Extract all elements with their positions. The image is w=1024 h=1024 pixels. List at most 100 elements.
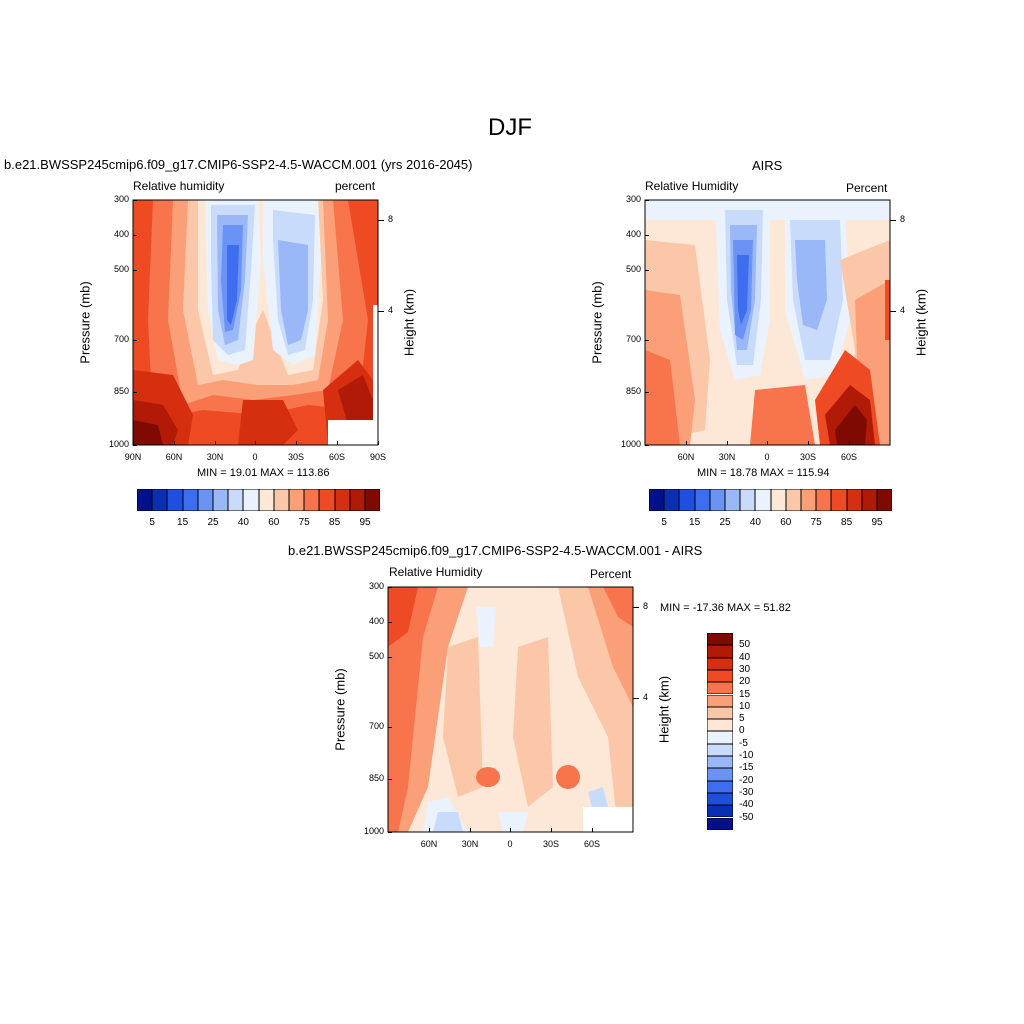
- panel2-colorbar-label: 25: [719, 517, 731, 528]
- panel1-colorbar-box: [228, 489, 244, 511]
- panel2-colorbar-box: [649, 489, 665, 511]
- panel1-ytick-mark: [133, 235, 137, 236]
- panel2-colorbar-label: 95: [871, 517, 883, 528]
- panel1-ytick-label: 700: [113, 334, 129, 344]
- panel2-left-label: Relative Humidity: [645, 179, 739, 193]
- panel3-ytick-label: 1000: [363, 826, 384, 836]
- panel1-ytick-label: 850: [113, 386, 129, 396]
- panel3-colorbar-label: -10: [739, 750, 754, 761]
- panel3-colorbar-label: 15: [739, 688, 751, 700]
- panel1-xtick-mark: [174, 441, 175, 445]
- panel3-xtick-mark: [592, 828, 593, 832]
- panel2-xtick-mark: [727, 441, 728, 445]
- panel1-ytick-mark: [133, 392, 137, 393]
- panel2-right-label: Percent: [846, 181, 888, 195]
- panel3-ytick-mark: [388, 832, 392, 833]
- panel3-colorbar-label: 50: [739, 639, 751, 651]
- panel3-colorbar-label: 0: [739, 725, 745, 737]
- panel2-colorbar-box: [725, 489, 741, 511]
- panel3-ylabel-right: Height (km): [656, 675, 672, 744]
- panel3-ytick-label: 850: [368, 773, 384, 783]
- panel3-plot: [387, 586, 634, 833]
- panel1-xtick-label: 30S: [287, 452, 304, 462]
- panel3-colorbar-box: [707, 682, 733, 695]
- panel1-colorbar-label: 5: [149, 517, 155, 528]
- panel3-colorbar-label: -15: [739, 762, 754, 774]
- panel1-height-tick-mark: [378, 220, 384, 221]
- panel2-stats: MIN = 18.78 MAX = 115.94: [697, 467, 830, 479]
- panel3-xtick-mark: [470, 828, 471, 832]
- panel3-right-label: Percent: [590, 567, 632, 581]
- panel3-colorbar-box: [707, 805, 733, 818]
- panel2-xtick-label: 30S: [799, 452, 816, 462]
- panel2-xtick-label: 0: [764, 452, 770, 462]
- panel2-colorbar-box: [755, 489, 771, 511]
- panel3-ytick-mark: [388, 657, 392, 658]
- panel3-ytick-mark: [388, 587, 392, 588]
- panel1-colorbar-label: 75: [298, 517, 310, 528]
- panel1-plot: [132, 199, 379, 446]
- panel3-colorbar-label: 40: [739, 651, 751, 663]
- panel2-plot: [644, 199, 891, 446]
- panel3-xtick-mark: [510, 828, 511, 832]
- figure-title: DJF: [488, 114, 532, 141]
- panel1-xtick-label: 60S: [328, 452, 345, 462]
- panel3-xtick-mark: [429, 828, 430, 832]
- panel3-title: b.e21.BWSSP245cmip6.f09_g17.CMIP6-SSP2-4…: [288, 543, 703, 558]
- panel3-ytick-label: 400: [368, 616, 384, 626]
- panel1-colorbar-box: [289, 489, 305, 511]
- panel1-xtick-mark: [133, 441, 134, 445]
- panel3-colorbar-box: [707, 731, 733, 744]
- panel2-xtick-label: 60S: [840, 452, 857, 462]
- panel2-colorbar-label: 60: [780, 517, 792, 528]
- panel2-ylabel-right: Height (km): [913, 288, 929, 357]
- panel2-xtick-mark: [808, 441, 809, 445]
- panel3-ytick-label: 300: [368, 581, 384, 591]
- panel2-height-tick-label: 8: [900, 214, 906, 224]
- panel1-colorbar-box: [213, 489, 229, 511]
- panel1-colorbar-box: [319, 489, 335, 511]
- panel1-colorbar-box: [258, 489, 274, 511]
- panel2-xtick-label: 60N: [677, 452, 695, 462]
- panel3-colorbar-label: 20: [739, 676, 751, 688]
- panel1-title: b.e21.BWSSP245cmip6.f09_g17.CMIP6-SSP2-4…: [4, 157, 473, 172]
- panel3-colorbar-label: -5: [739, 737, 748, 749]
- panel3-colorbar-box: [707, 694, 733, 707]
- panel1-xtick-mark: [378, 441, 379, 445]
- panel2-colorbar-box: [801, 489, 817, 511]
- panel3-colorbar-box: [707, 657, 733, 670]
- panel3-colorbar-label: 5: [739, 713, 745, 725]
- panel1-colorbar-box: [349, 489, 365, 511]
- panel2-colorbar-box: [664, 489, 680, 511]
- panel3-height-tick-mark: [633, 607, 639, 608]
- panel1-ytick-label: 500: [113, 264, 129, 274]
- panel2-ytick-mark: [645, 340, 649, 341]
- panel2-ytick-mark: [645, 445, 649, 446]
- panel2-colorbar-box: [846, 489, 862, 511]
- panel2-height-tick-label: 4: [900, 305, 906, 315]
- panel3-colorbar-box: [707, 706, 733, 720]
- panel1-colorbar-box: [197, 489, 213, 511]
- panel1-colorbar-box: [304, 489, 320, 511]
- panel1-xtick-mark: [255, 441, 256, 445]
- panel2-ytick-mark: [645, 200, 649, 201]
- panel3-colorbar-label: -30: [739, 786, 754, 798]
- panel2-ytick-label: 500: [625, 264, 641, 274]
- panel3-colorbar-label: 30: [739, 663, 751, 675]
- panel2-colorbar-box: [709, 489, 725, 511]
- panel3-xtick-label: 30N: [461, 839, 479, 849]
- panel1-xtick-mark: [337, 441, 338, 445]
- panel1-xtick-label: 90N: [124, 452, 142, 462]
- panel3-xtick-label: 60S: [583, 839, 600, 849]
- panel2-colorbar-label: 85: [841, 517, 853, 528]
- panel2-ytick-label: 1000: [620, 439, 641, 449]
- panel3-stats: MIN = -17.36 MAX = 51.82: [660, 602, 791, 614]
- panel2-xtick-label: 30N: [718, 452, 736, 462]
- panel1-ytick-mark: [133, 270, 137, 271]
- panel2-colorbar-box: [694, 489, 710, 511]
- panel3-left-label: Relative Humidity: [389, 565, 483, 579]
- panel1-ylabel-right: Height (km): [401, 288, 417, 357]
- panel3-colorbar-box: [707, 743, 733, 756]
- panel2-colorbar-box: [679, 489, 695, 511]
- panel1-xtick-label: 90S: [369, 452, 386, 462]
